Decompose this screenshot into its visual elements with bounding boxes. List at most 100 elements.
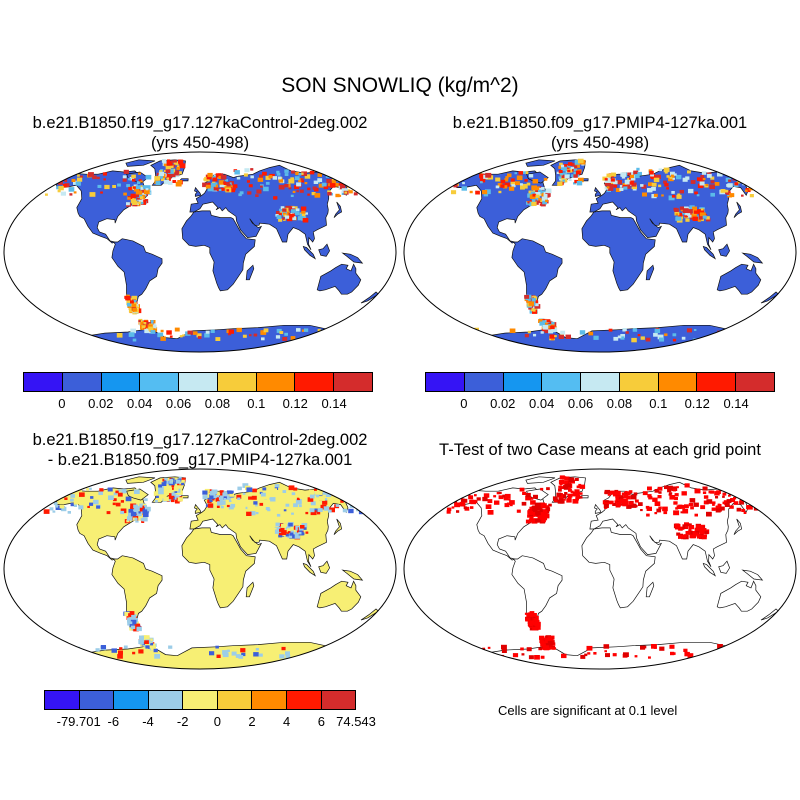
grid-cell bbox=[265, 181, 270, 185]
grid-cell bbox=[289, 530, 294, 534]
grid-cell bbox=[212, 177, 218, 182]
grid-cell bbox=[174, 327, 180, 332]
grid-cell bbox=[488, 339, 492, 342]
grid-cell bbox=[530, 497, 534, 500]
grid-cell bbox=[337, 177, 341, 180]
grid-cell bbox=[295, 171, 300, 176]
grid-cell bbox=[676, 194, 682, 199]
grid-cell bbox=[219, 495, 224, 499]
grid-cell bbox=[543, 513, 549, 519]
grid-cell bbox=[694, 513, 698, 517]
grid-cell bbox=[197, 336, 202, 339]
grid-cell bbox=[687, 214, 692, 218]
grid-cell bbox=[693, 209, 700, 214]
grid-cell bbox=[637, 171, 642, 176]
grid-cell bbox=[562, 179, 565, 182]
grid-cell bbox=[141, 520, 145, 523]
grid-cell bbox=[540, 504, 546, 509]
grid-cells bbox=[446, 475, 768, 660]
grid-cell bbox=[542, 325, 549, 330]
grid-cell bbox=[565, 168, 569, 172]
grid-cell bbox=[669, 644, 675, 649]
grid-cell bbox=[507, 173, 512, 178]
grid-cell bbox=[287, 530, 291, 534]
grid-cell bbox=[215, 645, 219, 649]
grid-cell bbox=[348, 508, 354, 514]
grid-cell bbox=[535, 518, 540, 523]
grid-cell bbox=[150, 646, 156, 651]
grid-cell bbox=[735, 489, 741, 494]
grid-cell bbox=[462, 182, 465, 185]
grid-cell bbox=[353, 192, 358, 196]
grid-cell bbox=[733, 175, 737, 178]
grid-cell bbox=[535, 196, 541, 201]
grid-cell bbox=[309, 170, 315, 175]
grid-cell bbox=[532, 613, 537, 617]
grid-cell bbox=[716, 490, 721, 494]
grid-cell bbox=[731, 338, 735, 342]
grid-cell bbox=[211, 498, 215, 501]
grid-cell bbox=[158, 484, 162, 488]
grid-cell bbox=[630, 176, 636, 181]
grid-cell bbox=[692, 206, 697, 211]
grid-cell bbox=[588, 331, 594, 336]
grid-cell bbox=[318, 508, 323, 512]
grid-cell bbox=[528, 620, 534, 625]
grid-cell bbox=[218, 496, 224, 501]
grid-cell bbox=[120, 508, 127, 514]
grid-cell bbox=[538, 519, 543, 522]
grid-cell bbox=[326, 171, 331, 175]
grid-cell bbox=[678, 504, 683, 508]
grid-cell bbox=[706, 511, 712, 517]
grid-cell bbox=[652, 497, 658, 502]
grid-cell bbox=[259, 174, 263, 178]
grid-cell bbox=[527, 330, 531, 334]
colorbar-tick-label: 0.1 bbox=[247, 396, 266, 411]
grid-cell bbox=[532, 179, 539, 184]
grid-cell bbox=[337, 494, 341, 498]
grid-cell bbox=[653, 646, 657, 649]
grid-cell bbox=[320, 504, 327, 510]
grid-cell bbox=[701, 171, 707, 175]
grid-cell bbox=[145, 188, 149, 191]
grid-cell bbox=[143, 322, 147, 325]
grid-cell bbox=[529, 513, 533, 517]
grid-cell bbox=[305, 212, 308, 215]
grid-cell bbox=[547, 640, 553, 645]
grid-cell bbox=[715, 496, 719, 499]
colorbar-swatch bbox=[256, 373, 296, 391]
grid-cell bbox=[728, 179, 732, 182]
grid-cell bbox=[289, 213, 294, 218]
grid-cell bbox=[608, 183, 613, 188]
grid-cell bbox=[100, 645, 106, 650]
grid-cell bbox=[736, 507, 742, 512]
grid-cell bbox=[747, 497, 754, 502]
grid-cell bbox=[144, 498, 148, 502]
grid-cell bbox=[317, 328, 321, 332]
grid-cell bbox=[133, 499, 137, 502]
grid-cell bbox=[684, 651, 690, 657]
grid-cell bbox=[534, 186, 540, 191]
grid-cell bbox=[172, 180, 177, 183]
grid-cell bbox=[57, 189, 61, 193]
colorbar-swatch bbox=[542, 373, 582, 391]
grid-cell bbox=[276, 172, 281, 176]
grid-cell bbox=[503, 185, 508, 189]
grid-cell bbox=[634, 499, 639, 503]
grid-cell bbox=[676, 532, 681, 536]
landmass-sumatra bbox=[302, 245, 316, 260]
grid-cell bbox=[133, 626, 139, 632]
grid-cell bbox=[623, 186, 628, 190]
grid-cell bbox=[613, 180, 618, 185]
map-difference bbox=[3, 468, 397, 670]
grid-cell bbox=[528, 307, 532, 310]
grid-cell bbox=[132, 178, 136, 182]
grid-cell bbox=[135, 194, 140, 198]
grid-cell bbox=[257, 177, 264, 182]
grid-cell bbox=[560, 164, 565, 168]
grid-cell bbox=[579, 496, 583, 499]
grid-cell bbox=[179, 163, 186, 169]
grid-cell bbox=[657, 486, 663, 491]
grid-cell bbox=[138, 649, 144, 654]
grid-cell bbox=[164, 477, 168, 481]
